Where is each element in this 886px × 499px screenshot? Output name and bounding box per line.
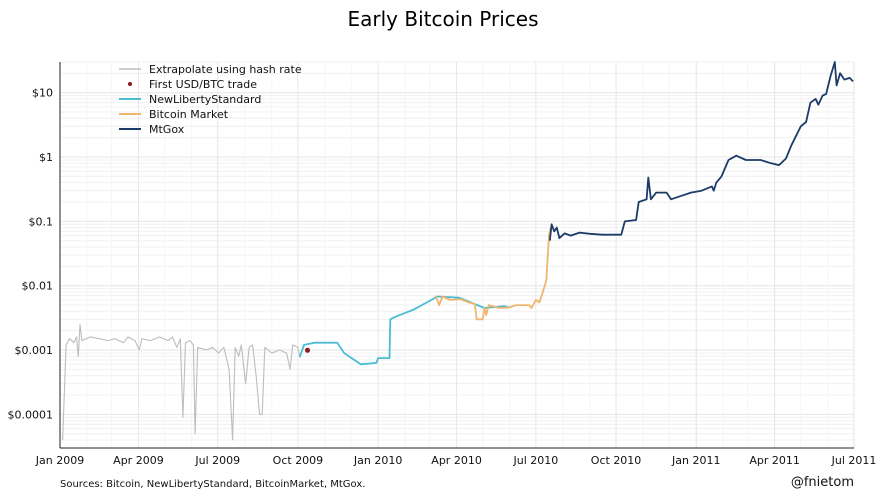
y-tick-label: $10: [32, 87, 53, 100]
x-tick-label: Apr 2011: [749, 454, 800, 467]
x-tick-label: Jul 2011: [831, 454, 877, 467]
series-line-newlibertystandard: [298, 295, 510, 366]
series-line-extrapolate-using-hash-rate: [62, 323, 301, 441]
series-line-mtgox: [548, 61, 854, 241]
legend-label: NewLibertyStandard: [149, 93, 261, 106]
credit: @fnietom: [791, 475, 854, 490]
x-tick-label: Jul 2010: [512, 454, 558, 467]
y-tick-label: $0.1: [29, 215, 54, 228]
legend-marker: [128, 82, 132, 86]
legend-label: Extrapolate using hash rate: [149, 63, 302, 76]
legend-label: First USD/BTC trade: [149, 78, 257, 91]
legend: Extrapolate using hash rate First USD/BTC…: [119, 63, 302, 136]
axes: Jan 2009 Apr 2009 Jul 2009 Oct 2009 Jan 2010…: [8, 62, 877, 467]
series-line-bitcoin-market: [434, 227, 552, 321]
x-tick-label: Jan 2011: [671, 454, 720, 467]
x-tick-label: Oct 2010: [591, 454, 642, 467]
data-point-first-trade: [305, 347, 311, 353]
chart-title: Early Bitcoin Prices: [347, 7, 538, 31]
x-tick-label: Oct 2009: [273, 454, 324, 467]
legend-label: Bitcoin Market: [149, 108, 229, 121]
x-tick-label: Apr 2010: [431, 454, 482, 467]
y-tick-label: $1: [39, 151, 53, 164]
legend-label: MtGox: [149, 123, 185, 136]
x-tick-label: Jul 2009: [194, 454, 240, 467]
y-tick-label: $0.01: [22, 280, 54, 293]
series-layer: [62, 61, 854, 441]
y-tick-label: $0.0001: [8, 408, 54, 421]
x-tick-label: Apr 2009: [113, 454, 164, 467]
y-tick-label: $0.001: [15, 344, 54, 357]
x-tick-label: Jan 2010: [353, 454, 402, 467]
footnote: Sources: Bitcoin, NewLibertyStandard, Bi…: [60, 479, 365, 490]
x-tick-label: Jan 2009: [35, 454, 84, 467]
